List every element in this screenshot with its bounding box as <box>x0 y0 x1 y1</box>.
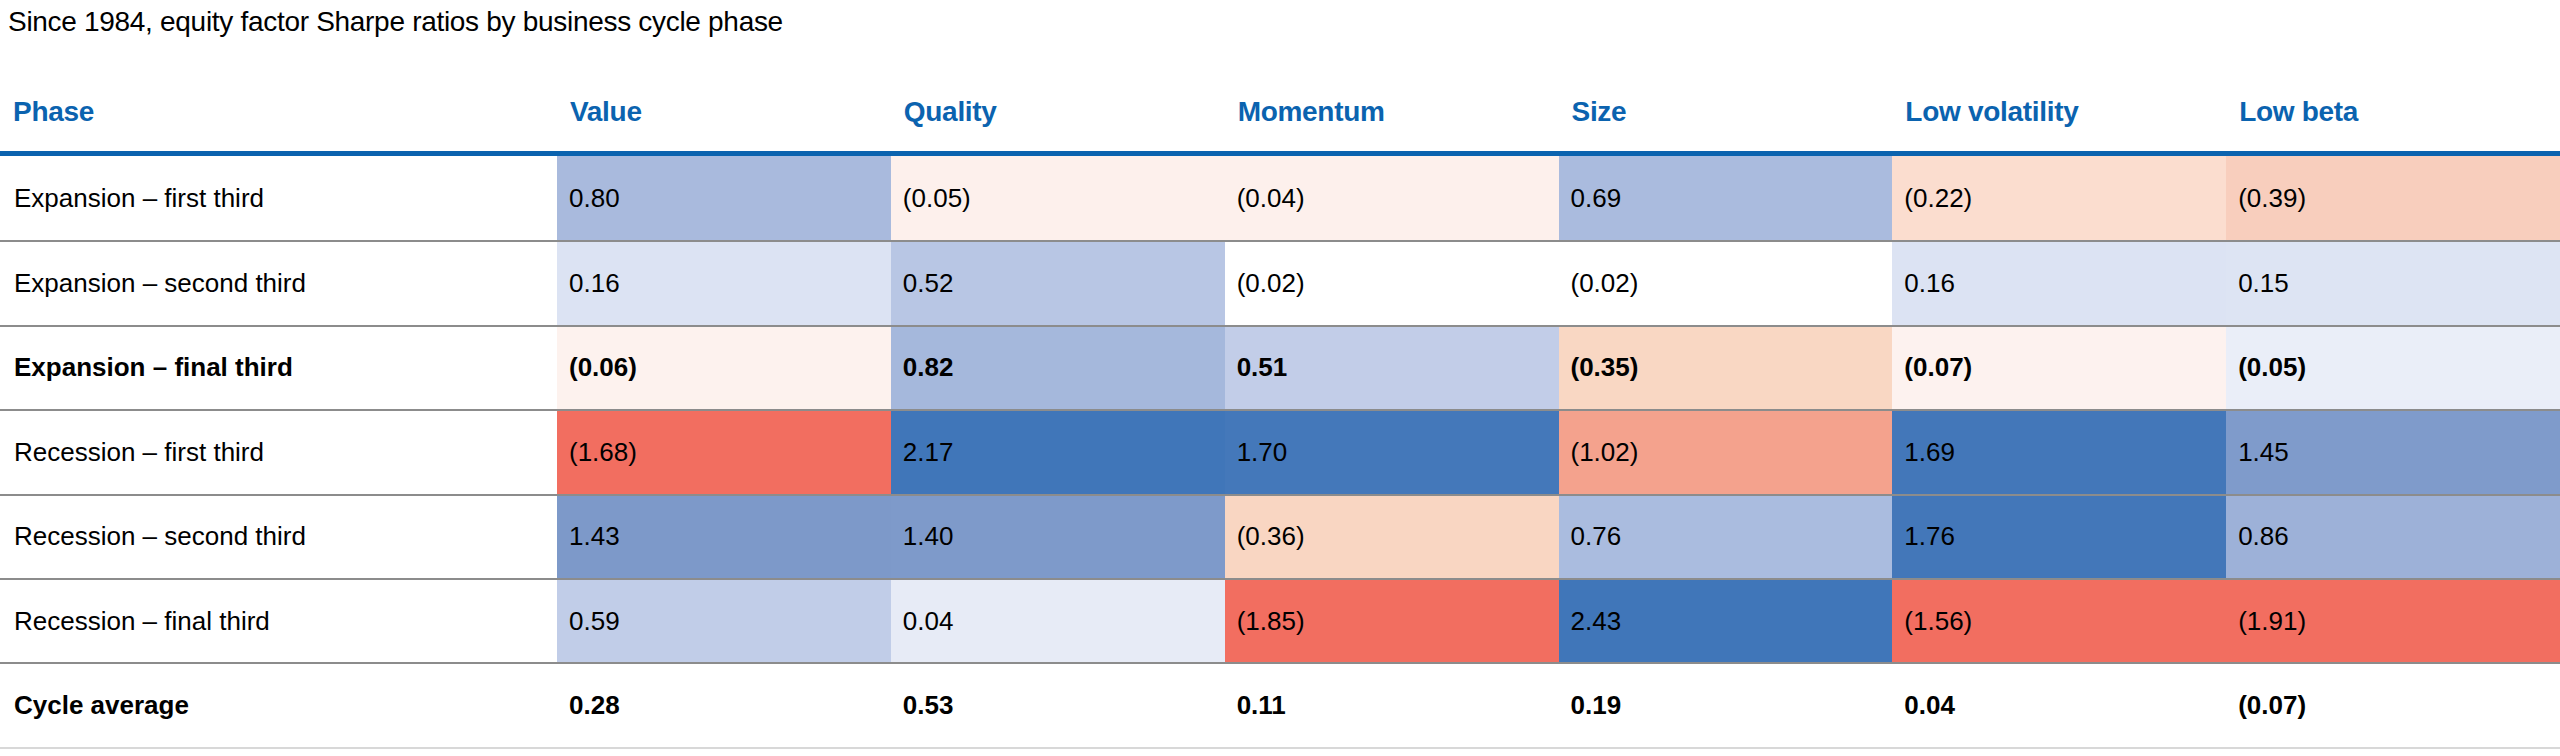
cell: (0.04) <box>1225 156 1559 240</box>
cell: 0.86 <box>2226 496 2560 578</box>
row-label: Expansion – first third <box>0 156 557 240</box>
cell: (1.85) <box>1225 580 1559 662</box>
row-label: Expansion – final third <box>0 327 557 409</box>
cell: (1.56) <box>1892 580 2226 662</box>
row-label: Recession – second third <box>0 496 557 578</box>
cell: (0.05) <box>2226 327 2560 409</box>
cell: (0.06) <box>557 327 891 409</box>
column-header-low-volatility: Low volatility <box>1892 42 2226 151</box>
cell: 2.43 <box>1559 580 1893 662</box>
cell: 0.19 <box>1559 664 1893 746</box>
table-row-expansion-first-third: Expansion – first third 0.80 (0.05) (0.0… <box>0 156 2560 240</box>
row-label: Cycle average <box>0 664 557 746</box>
cell: (0.35) <box>1559 327 1893 409</box>
cell: 0.76 <box>1559 496 1893 578</box>
cell: (0.02) <box>1225 242 1559 324</box>
cell: 1.43 <box>557 496 891 578</box>
cell: (0.07) <box>1892 327 2226 409</box>
cell: (0.02) <box>1559 242 1893 324</box>
cell: 0.51 <box>1225 327 1559 409</box>
cell: 2.17 <box>891 411 1225 493</box>
table-row-cycle-average: Cycle average 0.28 0.53 0.11 0.19 0.04 (… <box>0 662 2560 746</box>
chart-title: Since 1984, equity factor Sharpe ratios … <box>0 0 2560 42</box>
cell: 0.04 <box>891 580 1225 662</box>
column-header-phase: Phase <box>0 42 557 151</box>
cell: 1.40 <box>891 496 1225 578</box>
cell: (0.22) <box>1892 156 2226 240</box>
equity-factor-sharpe-table-figure: Since 1984, equity factor Sharpe ratios … <box>0 0 2560 756</box>
cell: (0.36) <box>1225 496 1559 578</box>
cell: 0.11 <box>1225 664 1559 746</box>
column-header-value: Value <box>557 42 891 151</box>
cell: 0.82 <box>891 327 1225 409</box>
table-header-row: Phase Value Quality Momentum Size Low vo… <box>0 42 2560 156</box>
column-header-size: Size <box>1559 42 1893 151</box>
row-label: Recession – final third <box>0 580 557 662</box>
cell: 0.80 <box>557 156 891 240</box>
cell: 1.69 <box>1892 411 2226 493</box>
row-label: Expansion – second third <box>0 242 557 324</box>
cell: (1.02) <box>1559 411 1893 493</box>
cell: 0.04 <box>1892 664 2226 746</box>
column-header-quality: Quality <box>891 42 1225 151</box>
cell: 1.76 <box>1892 496 2226 578</box>
cell: 0.16 <box>557 242 891 324</box>
cell: (0.05) <box>891 156 1225 240</box>
cell: 0.15 <box>2226 242 2560 324</box>
cell: (1.91) <box>2226 580 2560 662</box>
cell: (0.39) <box>2226 156 2560 240</box>
table-row-expansion-second-third: Expansion – second third 0.16 0.52 (0.02… <box>0 240 2560 324</box>
row-label: Recession – first third <box>0 411 557 493</box>
table-row-recession-final-third: Recession – final third 0.59 0.04 (1.85)… <box>0 578 2560 662</box>
table-row-recession-first-third: Recession – first third (1.68) 2.17 1.70… <box>0 409 2560 493</box>
table-row-recession-second-third: Recession – second third 1.43 1.40 (0.36… <box>0 494 2560 578</box>
cell: 1.70 <box>1225 411 1559 493</box>
cell: 0.59 <box>557 580 891 662</box>
cell: 0.53 <box>891 664 1225 746</box>
cell: 0.16 <box>1892 242 2226 324</box>
column-header-momentum: Momentum <box>1225 42 1559 151</box>
cell: (1.68) <box>557 411 891 493</box>
table-row-expansion-final-third: Expansion – final third (0.06) 0.82 0.51… <box>0 325 2560 409</box>
cell: 0.69 <box>1559 156 1893 240</box>
cell: 0.28 <box>557 664 891 746</box>
column-header-low-beta: Low beta <box>2226 42 2560 151</box>
cell: 1.45 <box>2226 411 2560 493</box>
cell: (0.07) <box>2226 664 2560 746</box>
table-body: Expansion – first third 0.80 (0.05) (0.0… <box>0 156 2560 749</box>
cell: 0.52 <box>891 242 1225 324</box>
